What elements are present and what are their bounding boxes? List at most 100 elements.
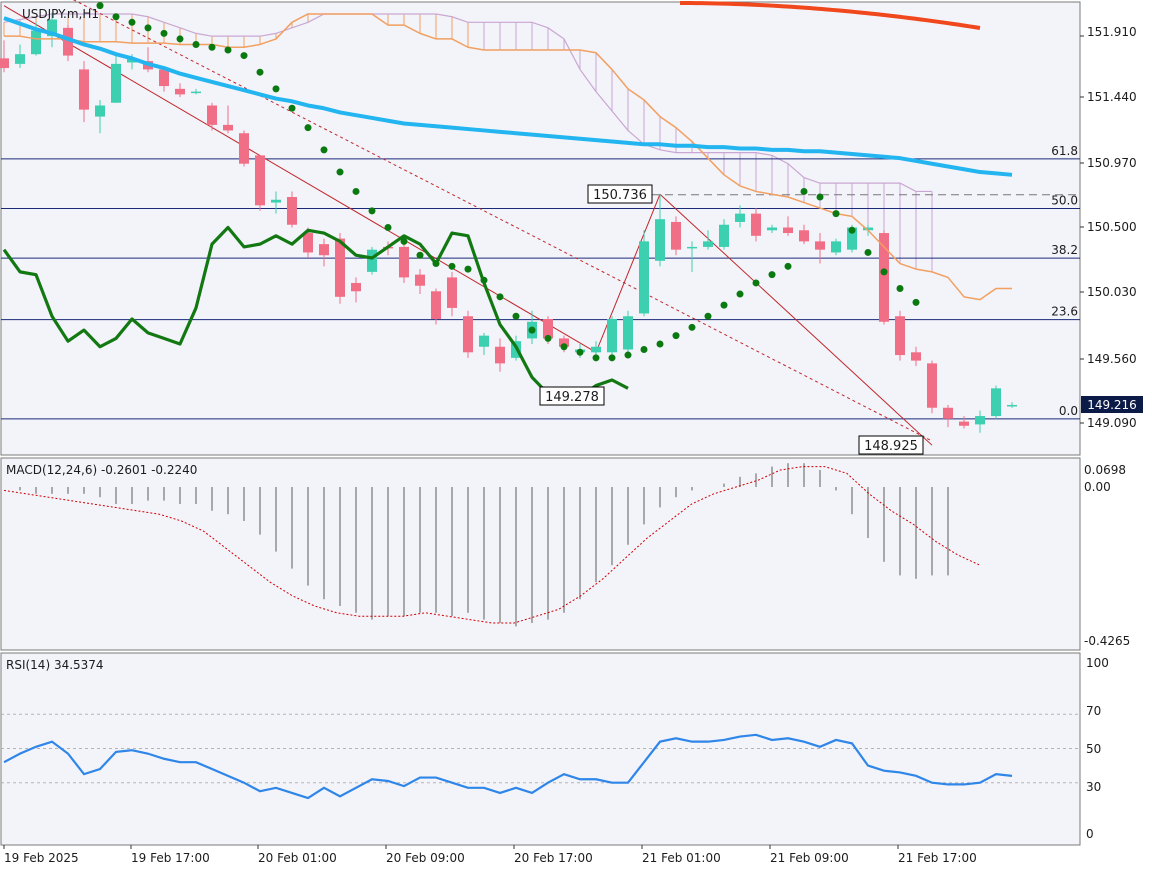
candle-body	[943, 407, 953, 419]
sar-dot	[912, 298, 920, 306]
sar-dot	[432, 260, 440, 268]
sar-dot	[144, 24, 152, 32]
sar-dot	[832, 210, 840, 218]
macd-tick: 0.00	[1084, 480, 1111, 494]
fib-level-label: 61.8	[1051, 144, 1078, 158]
sar-dot	[576, 348, 584, 356]
high-price-text: 150.736	[593, 188, 647, 203]
candle-body	[463, 316, 473, 353]
time-label: 19 Feb 17:00	[131, 851, 210, 865]
sar-dot	[288, 104, 296, 112]
rsi-tick: 50	[1086, 742, 1101, 756]
candle-body	[479, 335, 489, 347]
candle-body	[95, 105, 105, 117]
candle-body	[639, 241, 649, 314]
candle-body	[895, 316, 905, 356]
candle-body	[255, 155, 265, 206]
sar-dot	[464, 265, 472, 273]
candle-body	[735, 213, 745, 222]
candle-body	[991, 388, 1001, 417]
macd-axis: 0.0698 0.00 -0.4265	[1084, 463, 1130, 648]
price-tick: 151.910	[1087, 25, 1137, 39]
kijun-line	[4, 13, 1012, 301]
sar-dot	[672, 332, 680, 340]
sar-dot	[336, 168, 344, 176]
price-axis: 151.910 151.440 150.970 150.500 150.030 …	[1080, 25, 1137, 430]
candle-body	[207, 105, 217, 125]
macd-panel[interactable]	[0, 457, 1081, 651]
sar-dot	[688, 323, 696, 331]
candle-body	[959, 421, 969, 426]
candle-body	[719, 224, 729, 247]
sar-dot	[560, 343, 568, 351]
candle-body	[495, 346, 505, 364]
candle-body	[415, 274, 425, 286]
sar-dot	[272, 85, 280, 93]
time-label: 21 Feb 09:00	[770, 851, 849, 865]
candle-body	[671, 221, 681, 250]
candle-body	[399, 246, 409, 278]
time-label: 21 Feb 17:00	[898, 851, 977, 865]
sar-dot	[128, 18, 136, 26]
rsi-panel[interactable]	[0, 652, 1081, 846]
time-label: 20 Feb 01:00	[258, 851, 337, 865]
candle-body	[431, 291, 441, 320]
candle-body	[847, 227, 857, 250]
time-axis: 19 Feb 2025 19 Feb 17:00 20 Feb 01:00 20…	[3, 845, 977, 865]
sar-dot	[544, 334, 552, 342]
price-tick: 149.090	[1087, 416, 1137, 430]
sar-dot	[816, 193, 824, 201]
candle-body	[111, 63, 121, 103]
time-label: 19 Feb 2025	[4, 851, 79, 865]
indicator-lines	[2, 1, 1013, 404]
sar-dot	[224, 46, 232, 54]
candle-body	[623, 316, 633, 350]
sar-dot	[624, 351, 632, 359]
candle-body	[63, 27, 73, 56]
price-tick: 150.500	[1087, 220, 1137, 234]
sar-dot	[496, 293, 504, 301]
candle-body	[367, 249, 377, 272]
candle-body	[319, 244, 329, 256]
sar-dot	[704, 312, 712, 320]
sar-dot	[480, 276, 488, 284]
sar-dot	[160, 29, 168, 37]
sar-dot	[592, 354, 600, 362]
macd-series	[3, 463, 981, 627]
sar-dot	[192, 40, 200, 48]
moving-average-red	[679, 1, 981, 30]
macd-title: MACD(12,24,6) -0.2601 -0.2240	[6, 463, 197, 477]
current-price-text: 149.216	[1087, 398, 1137, 412]
time-label: 21 Feb 01:00	[642, 851, 721, 865]
candle-body	[543, 319, 553, 339]
candle-body	[783, 227, 793, 234]
sar-dot	[448, 262, 456, 270]
candle-body	[1007, 404, 1017, 407]
sar-dot	[208, 43, 216, 51]
sar-dot	[736, 290, 744, 298]
time-label: 20 Feb 09:00	[386, 851, 465, 865]
sar-dot	[768, 271, 776, 279]
mid-low-price-label: 149.278	[539, 386, 605, 406]
candle-body	[335, 238, 345, 297]
sar-dot	[512, 312, 520, 320]
trendline	[3, 5, 597, 353]
rsi-tick: 100	[1086, 656, 1109, 670]
sar-dot	[848, 226, 856, 234]
candle-body	[559, 338, 569, 347]
candle-body	[831, 241, 841, 253]
candle-body	[863, 227, 873, 231]
candle-body	[703, 241, 713, 247]
sar-dot	[240, 52, 248, 60]
rsi-series	[1, 713, 1080, 800]
fib-level-label: 50.0	[1051, 194, 1078, 208]
sar-dot	[864, 248, 872, 256]
rsi-tick: 0	[1086, 827, 1094, 841]
candle-body	[799, 230, 809, 242]
rsi-axis: 100 70 50 30 0	[1086, 656, 1109, 841]
candle-body	[607, 319, 617, 353]
sar-dot	[416, 251, 424, 259]
symbol-title: USDJPY.m,H1	[22, 7, 99, 21]
candle-body	[47, 19, 57, 37]
